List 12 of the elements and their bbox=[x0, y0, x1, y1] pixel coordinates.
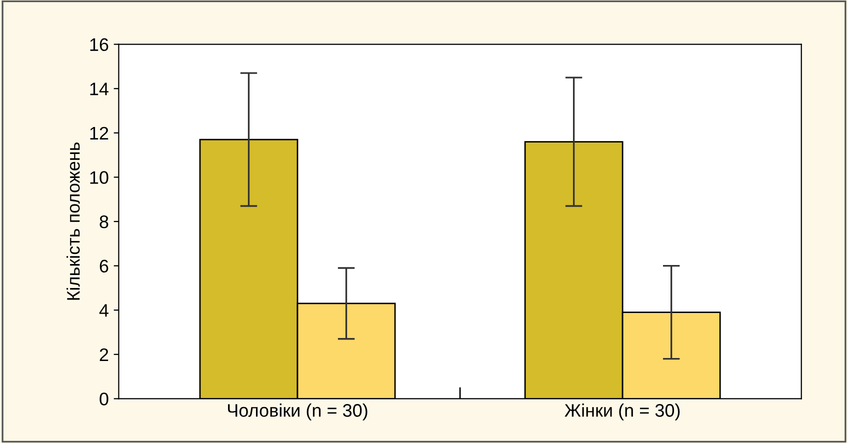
y-tick-label: 4 bbox=[99, 304, 108, 317]
y-tick-label: 6 bbox=[100, 260, 108, 273]
y-tick-label: 12 bbox=[90, 126, 108, 140]
y-tick-label: 0 bbox=[100, 392, 108, 406]
x-tick-label: Жінки (n = 30) bbox=[564, 404, 680, 420]
x-tick-label: Чоловіки (n = 30) bbox=[228, 404, 368, 420]
y-tick-label: 2 bbox=[100, 348, 108, 361]
y-tick-label: 8 bbox=[100, 215, 108, 228]
y-tick-label: 10 bbox=[90, 171, 108, 184]
y-tick-label: 16 bbox=[90, 38, 108, 52]
y-axis-title: Кількість положень bbox=[66, 142, 80, 300]
y-tick-label: 14 bbox=[90, 82, 108, 96]
